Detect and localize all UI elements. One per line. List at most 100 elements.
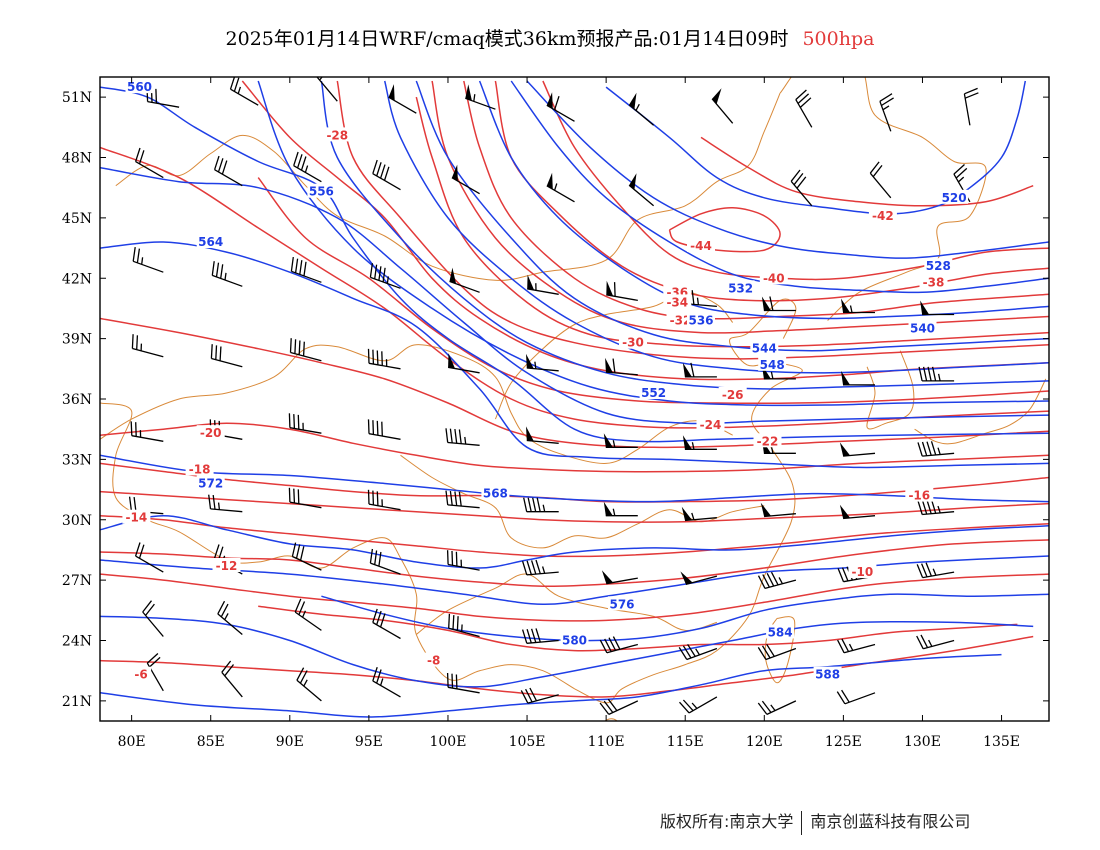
wind-barb: [447, 353, 480, 374]
axis-ticks: 80E 85E 90E 95E 100E 105E 110E 115E 120E 125E 130E…: [62, 77, 1049, 750]
temperature-contour: [100, 573, 1049, 622]
temperature-label: -40: [763, 271, 785, 285]
footer-separator: [801, 810, 803, 835]
height-contour: [526, 80, 1049, 259]
pressure-level: 500hpa: [802, 28, 875, 50]
wind-barb: [526, 353, 559, 372]
temperature-label-bg: [196, 425, 225, 440]
height-label: 588: [815, 668, 840, 682]
height-label: 564: [198, 235, 223, 249]
boundary-line: [779, 77, 987, 321]
x-tick-label: 105E: [509, 734, 546, 750]
wind-barb: [680, 571, 718, 586]
wind-barb: [446, 550, 480, 571]
wind-barb: [546, 172, 575, 203]
temperature-label: -10: [852, 565, 874, 579]
wind-barb: [916, 562, 955, 579]
wind-barb: [603, 501, 638, 517]
temperature-contour: [100, 539, 1049, 588]
temperature-contour: [100, 317, 1049, 449]
height-label: 580: [562, 634, 587, 648]
boundary-line: [100, 344, 733, 464]
height-label: 560: [127, 80, 152, 94]
wind-barb: [296, 667, 322, 702]
wind-barb: [678, 643, 718, 661]
wind-barb: [790, 169, 813, 207]
wind-barb: [369, 263, 401, 289]
wind-barb: [760, 502, 796, 518]
wind-barb: [451, 164, 480, 195]
wind-barb: [372, 159, 401, 191]
wind-barb: [367, 348, 401, 370]
contour-labels: -42-44-40 -38-36-34-32-30-28-26-24-22-20-…: [122, 79, 969, 682]
temperature-label-bg: [718, 387, 747, 401]
y-tick-label: 48N: [62, 151, 92, 167]
wind-barb: [628, 92, 655, 126]
height-label-bg: [687, 312, 715, 327]
temperature-contour: [241, 80, 1049, 381]
wind-barb: [521, 559, 559, 576]
height-label-bg: [560, 632, 589, 647]
temperature-contour: [431, 80, 1049, 334]
wind-barb: [372, 667, 401, 698]
wind-barb: [229, 77, 259, 106]
y-tick-label: 33N: [62, 452, 92, 468]
temperature-label-bg: [905, 487, 934, 502]
y-tick-label: 36N: [62, 392, 92, 408]
wind-barb: [372, 608, 401, 640]
height-contour: [100, 615, 1034, 688]
height-contour: [320, 80, 1049, 390]
height-contour: [257, 80, 1049, 407]
height-contour: [321, 593, 1049, 642]
wind-barb: [288, 487, 322, 509]
wind-barb: [711, 88, 734, 124]
temperature-label: -32: [670, 314, 692, 328]
boundary-line: [914, 378, 1047, 445]
height-contour: [100, 454, 1049, 503]
wind-barb: [869, 161, 892, 199]
height-label: 556: [309, 185, 334, 199]
temperature-label: -30: [622, 336, 644, 350]
height-contour: [100, 86, 1049, 443]
title-text: 2025年01月14日WRF/cmaq模式36km预报产品:01月14日09时: [225, 28, 789, 50]
copyright-text: 版权所有:南京大学: [660, 812, 794, 831]
height-label-bg: [196, 475, 225, 490]
temperature-contour: [100, 514, 1049, 558]
x-tick-label: 85E: [197, 734, 225, 750]
height-label: 528: [926, 259, 951, 273]
x-tick-label: 125E: [825, 734, 862, 750]
wind-barb: [520, 687, 559, 704]
height-label-bg: [726, 280, 755, 295]
temperature-contour: [542, 80, 1049, 281]
wind-barb: [288, 413, 322, 434]
height-label-bg: [639, 385, 668, 399]
boundary-line: [603, 718, 618, 721]
x-tick-label: 95E: [355, 734, 383, 750]
height-label: 544: [752, 342, 777, 356]
temperature-label-bg: [919, 274, 948, 289]
y-tick-label: 24N: [62, 634, 92, 650]
wind-barb: [369, 548, 401, 575]
temperature-contour: [100, 422, 1049, 473]
boundary-lines: [100, 77, 1047, 721]
temperature-contour: [258, 605, 1018, 652]
boundary-line: [494, 291, 734, 420]
wind-barb: [681, 506, 717, 522]
height-label-bg: [908, 320, 937, 335]
wind-barb: [682, 435, 717, 450]
temperature-label: -6: [134, 668, 147, 682]
wind-barb: [367, 419, 401, 440]
wind-barb: [289, 338, 322, 362]
temperature-label-bg: [423, 652, 444, 667]
y-tick-label: 27N: [62, 573, 92, 589]
wind-barb: [142, 600, 164, 637]
x-tick-label: 80E: [118, 734, 146, 750]
temperature-label-bg: [663, 294, 692, 309]
temperature-label: -12: [216, 559, 238, 573]
x-tick-label: 115E: [667, 734, 704, 750]
wind-barb: [445, 428, 480, 446]
wind-barb: [679, 696, 718, 714]
wind-barb: [211, 261, 243, 287]
height-label-bg: [924, 258, 953, 273]
wind-barb: [757, 643, 797, 661]
